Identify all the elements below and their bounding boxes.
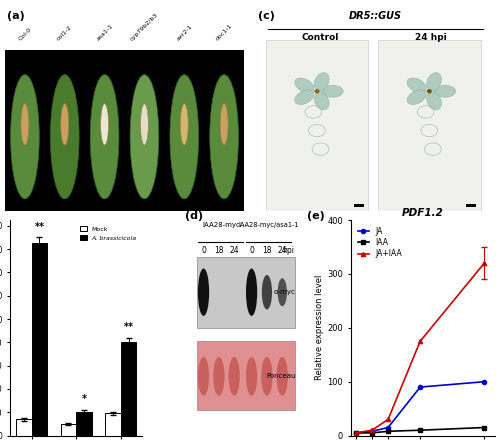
Text: **: ** bbox=[124, 322, 134, 332]
Text: axr2-1: axr2-1 bbox=[176, 24, 193, 42]
Line: JA+IAA: JA+IAA bbox=[354, 261, 486, 435]
Bar bbox=[5, 50, 244, 211]
Text: 0: 0 bbox=[249, 246, 254, 255]
Title: PDF1.2: PDF1.2 bbox=[402, 208, 444, 218]
Ellipse shape bbox=[170, 75, 198, 199]
Text: doc1-1: doc1-1 bbox=[215, 23, 234, 42]
Bar bbox=[32, 243, 47, 436]
Text: 24: 24 bbox=[278, 246, 287, 255]
Ellipse shape bbox=[262, 275, 272, 309]
Text: IAA28-myc/asa1-1: IAA28-myc/asa1-1 bbox=[238, 222, 299, 228]
JA+IAA bbox=[482, 260, 488, 266]
Ellipse shape bbox=[246, 268, 257, 316]
JA+IAA bbox=[369, 428, 375, 433]
Text: (d): (d) bbox=[185, 211, 204, 221]
Ellipse shape bbox=[10, 75, 40, 199]
Text: 24 hpi: 24 hpi bbox=[414, 33, 446, 42]
Ellipse shape bbox=[314, 73, 329, 91]
Line: IAA: IAA bbox=[354, 425, 486, 435]
Ellipse shape bbox=[140, 104, 148, 145]
Text: 18: 18 bbox=[214, 246, 224, 255]
Bar bbox=[76, 412, 92, 436]
Text: col1-2: col1-2 bbox=[56, 25, 74, 42]
JA+IAA bbox=[353, 430, 359, 436]
Text: IAA28-myc: IAA28-myc bbox=[202, 222, 240, 228]
Text: *: * bbox=[82, 394, 86, 404]
Ellipse shape bbox=[246, 357, 257, 396]
JA+IAA bbox=[417, 339, 423, 344]
Text: (e): (e) bbox=[308, 211, 325, 221]
Ellipse shape bbox=[426, 89, 432, 94]
Text: α-myc: α-myc bbox=[274, 289, 295, 295]
Bar bbox=[60, 424, 76, 436]
Ellipse shape bbox=[228, 357, 240, 396]
Text: 0: 0 bbox=[201, 246, 206, 255]
Ellipse shape bbox=[210, 75, 238, 199]
Ellipse shape bbox=[61, 104, 68, 145]
IAA bbox=[369, 430, 375, 436]
JA bbox=[369, 429, 375, 434]
Bar bbox=[378, 40, 480, 211]
Line: JA: JA bbox=[354, 380, 486, 435]
Ellipse shape bbox=[314, 92, 329, 110]
Ellipse shape bbox=[322, 85, 343, 97]
Ellipse shape bbox=[220, 104, 228, 145]
Ellipse shape bbox=[214, 357, 224, 396]
Ellipse shape bbox=[407, 78, 426, 93]
Ellipse shape bbox=[198, 268, 209, 316]
Bar bbox=[466, 204, 476, 207]
Ellipse shape bbox=[426, 73, 442, 91]
Text: Col-0: Col-0 bbox=[18, 27, 32, 42]
Ellipse shape bbox=[100, 104, 108, 145]
Ellipse shape bbox=[21, 104, 29, 145]
JA bbox=[353, 430, 359, 436]
Text: Ponceau: Ponceau bbox=[266, 373, 296, 379]
Bar bbox=[120, 342, 136, 436]
Text: (a): (a) bbox=[8, 11, 25, 21]
IAA bbox=[417, 428, 423, 433]
Y-axis label: Relative expression level: Relative expression level bbox=[316, 275, 324, 381]
Ellipse shape bbox=[50, 75, 79, 199]
Text: DR5::GUS: DR5::GUS bbox=[349, 11, 402, 21]
Text: Control: Control bbox=[302, 33, 339, 42]
Ellipse shape bbox=[276, 357, 288, 396]
Ellipse shape bbox=[407, 90, 426, 104]
JA+IAA bbox=[385, 417, 391, 422]
Ellipse shape bbox=[434, 85, 456, 97]
Bar bbox=[198, 341, 294, 410]
JA bbox=[385, 425, 391, 430]
Ellipse shape bbox=[130, 75, 159, 199]
Bar bbox=[105, 414, 120, 436]
Text: 18: 18 bbox=[262, 246, 272, 255]
Bar bbox=[266, 40, 368, 211]
IAA bbox=[385, 429, 391, 434]
Ellipse shape bbox=[314, 89, 320, 94]
JA bbox=[482, 379, 488, 385]
Ellipse shape bbox=[90, 75, 119, 199]
Bar bbox=[16, 419, 32, 436]
Ellipse shape bbox=[278, 278, 287, 306]
Ellipse shape bbox=[426, 92, 442, 110]
Text: hpi: hpi bbox=[282, 246, 294, 255]
Ellipse shape bbox=[198, 357, 209, 396]
Text: cyp79b2/b3: cyp79b2/b3 bbox=[130, 12, 160, 42]
Legend: Mock, A. brassicicola: Mock, A. brassicicola bbox=[78, 223, 139, 243]
Legend: JA, IAA, JA+IAA: JA, IAA, JA+IAA bbox=[354, 224, 405, 261]
Text: 24: 24 bbox=[230, 246, 239, 255]
IAA bbox=[353, 430, 359, 436]
Ellipse shape bbox=[180, 104, 188, 145]
IAA bbox=[482, 425, 488, 430]
Ellipse shape bbox=[294, 90, 314, 104]
Text: (c): (c) bbox=[258, 11, 275, 21]
Ellipse shape bbox=[294, 78, 314, 93]
Bar bbox=[354, 204, 364, 207]
Ellipse shape bbox=[262, 357, 272, 396]
Bar bbox=[198, 257, 294, 328]
Text: **: ** bbox=[34, 222, 44, 231]
JA bbox=[417, 385, 423, 390]
Text: asa1-1: asa1-1 bbox=[96, 23, 114, 42]
